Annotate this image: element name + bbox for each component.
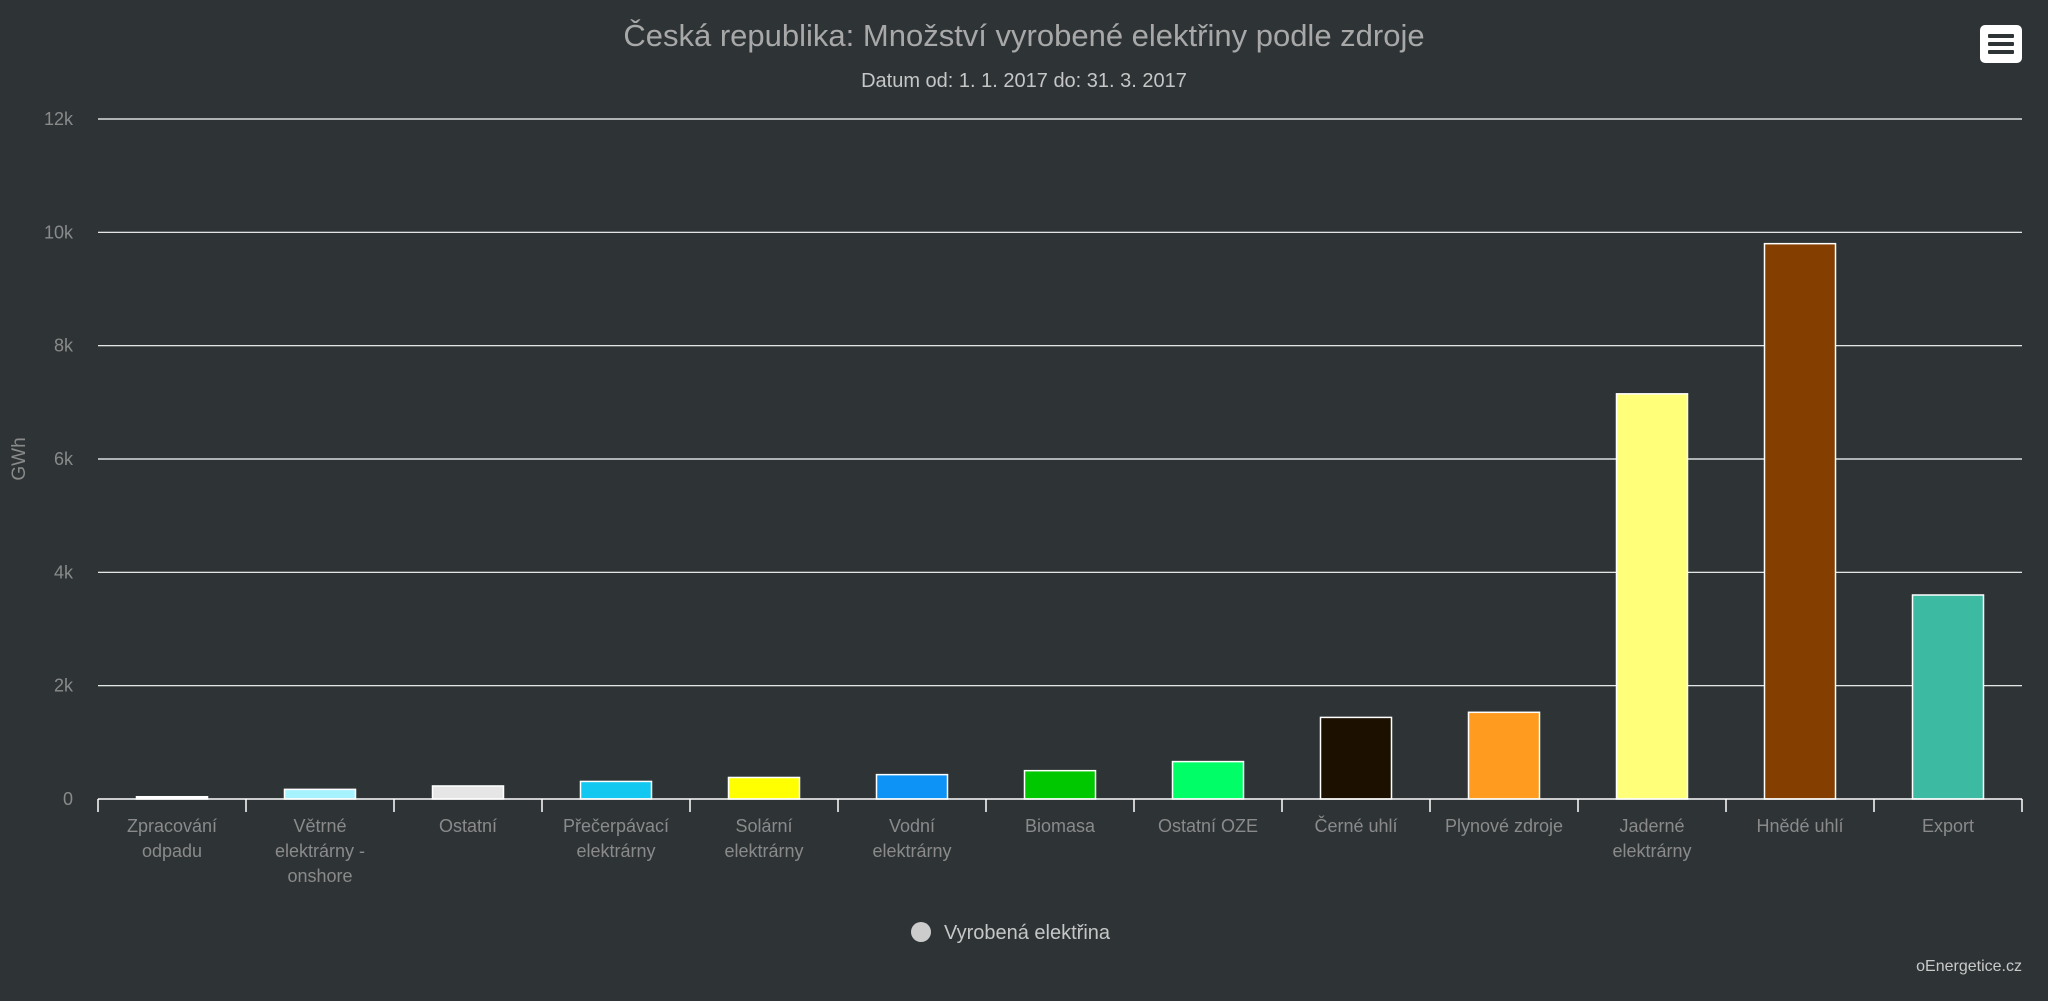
- x-tick-label: Větrné elektrárny -onshore: [275, 816, 365, 886]
- x-tick-label: Solární elektrárny: [724, 816, 803, 861]
- x-tick-label: Jaderné elektrárny: [1612, 816, 1691, 861]
- x-tick-label: Plynové zdroje: [1445, 816, 1563, 836]
- bar-6: [875, 773, 949, 800]
- chart-subtitle: Datum od: 1. 1. 2017 do: 31. 3. 2017: [861, 70, 1187, 92]
- y-axis-label: GWh: [9, 437, 30, 480]
- y-tick-label: 10k: [44, 222, 74, 242]
- credit-link[interactable]: oEnergetice.cz: [1916, 958, 2022, 975]
- x-tick-label: Hnědé uhlí: [1756, 816, 1843, 836]
- hamburger-menu-icon[interactable]: [1980, 25, 2022, 63]
- x-tick-label: Černé uhlí: [1314, 815, 1397, 836]
- x-tick-label: Biomasa: [1025, 816, 1096, 836]
- x-tick-label: Přečerpávací elektrárny: [563, 816, 669, 861]
- menu-line: [1988, 50, 2014, 54]
- bar-12: [1763, 242, 1837, 800]
- bar-5: [727, 776, 801, 800]
- y-tick-label: 0: [63, 789, 73, 809]
- bar-3: [431, 785, 505, 800]
- x-tick-label: Ostatní OZE: [1158, 816, 1258, 836]
- x-tick-label: Ostatní: [439, 816, 497, 836]
- bar-2: [283, 788, 357, 800]
- menu-line: [1988, 42, 2014, 46]
- bar-7: [1023, 769, 1097, 800]
- y-tick-label: 8k: [54, 336, 74, 356]
- y-tick-label: 4k: [54, 562, 74, 582]
- y-tick-label: 12k: [44, 109, 74, 129]
- bar-4: [579, 780, 653, 800]
- bar-8: [1171, 760, 1245, 800]
- bar-13: [1911, 594, 1985, 800]
- x-tick-label: Vodní elektrárny: [872, 816, 951, 861]
- legend-marker: [911, 922, 931, 942]
- bar-11: [1615, 393, 1689, 800]
- bar-9: [1319, 716, 1393, 800]
- y-tick-label: 6k: [54, 449, 74, 469]
- x-tick-label: Export: [1922, 816, 1974, 836]
- chart-title: Česká republika: Množství vyrobené elekt…: [623, 18, 1425, 53]
- legend-item-label[interactable]: Vyrobená elektřina: [944, 922, 1111, 944]
- bar-10: [1467, 711, 1541, 800]
- y-tick-label: 2k: [54, 676, 74, 696]
- x-tick-label: Zpracování odpadu: [127, 816, 217, 861]
- menu-line: [1988, 34, 2014, 38]
